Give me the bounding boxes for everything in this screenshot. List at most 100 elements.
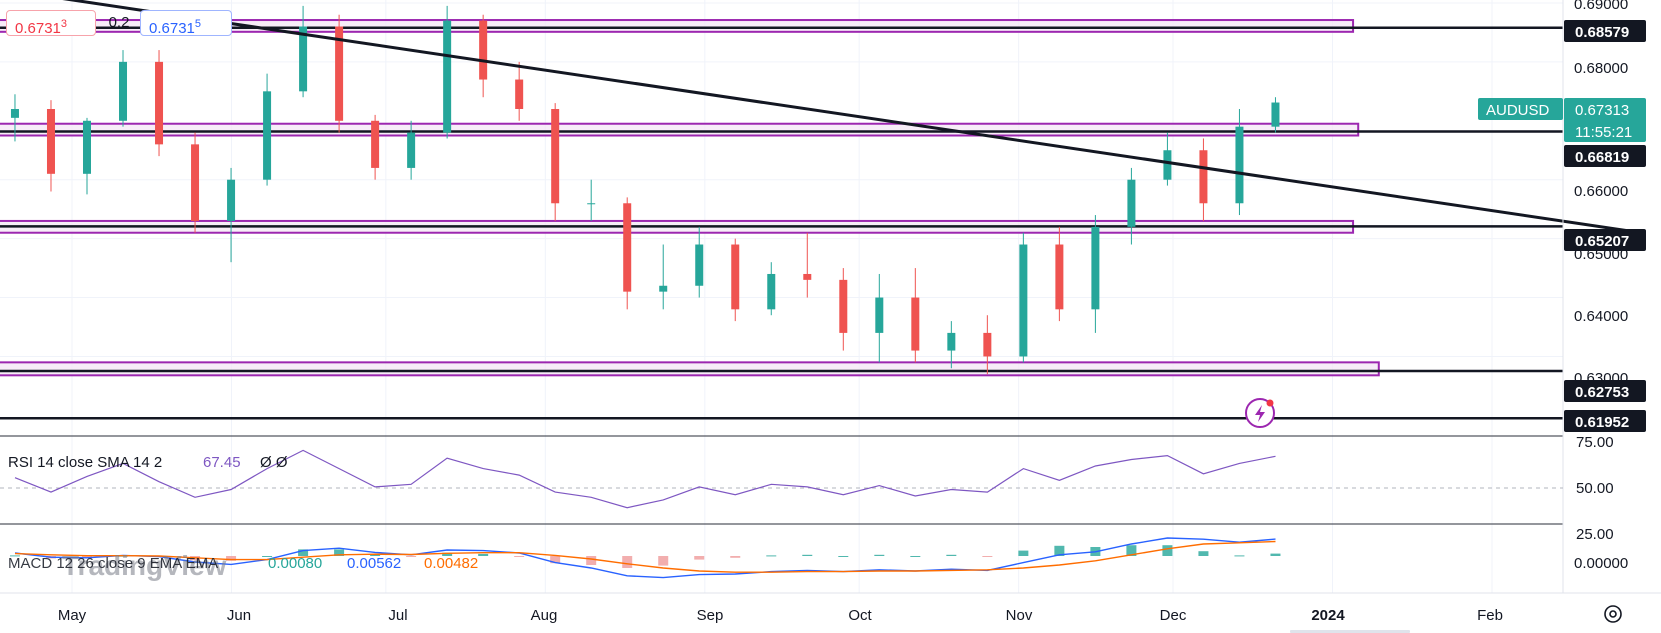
buy-price-text: 0.6731 (149, 20, 195, 37)
macd-signal-line (14, 540, 1276, 573)
level-label-62753[interactable]: 0.62753 (1564, 380, 1646, 402)
macd-legend[interactable]: MACD 12 26 close 9 EMA EMA 0.00080 0.005… (8, 555, 478, 572)
candle-body (83, 120, 91, 174)
macd-histogram-bar (910, 556, 921, 557)
settings-gear-icon[interactable] (1604, 605, 1622, 623)
symbol-last-price: 0.67313 (1575, 102, 1629, 119)
level-label-65207[interactable]: 0.65207 (1564, 229, 1646, 251)
candlestick-series (10, 5, 1280, 375)
candle-body (1019, 244, 1028, 357)
rsi-legend[interactable]: RSI 14 close SMA 14 2 67.45 Ø Ø (8, 454, 288, 471)
macd-histogram-bar (1270, 553, 1281, 556)
candle-body (1091, 226, 1100, 310)
time-axis[interactable]: May Jun Jul Aug Sep Oct Nov Dec 2024 Feb (58, 607, 1503, 624)
time-label-jul: Jul (388, 607, 407, 624)
buy-price-button[interactable]: 0.67315 (140, 10, 232, 37)
candle-body (911, 297, 920, 351)
level-label-text: 0.65207 (1575, 233, 1629, 250)
macd-histogram-bar (766, 555, 777, 557)
macd-histogram-bar (586, 556, 597, 565)
level-label-66819[interactable]: 0.66819 (1564, 145, 1646, 167)
macd-legend-title: MACD 12 26 close 9 EMA EMA (8, 555, 218, 572)
sell-price-text: 0.6731 (15, 20, 61, 37)
level-label-text: 0.68579 (1575, 24, 1629, 41)
level-label-61952[interactable]: 0.61952 (1564, 410, 1646, 432)
buy-price-pip: 5 (194, 18, 202, 30)
candle-body (731, 244, 740, 310)
price-tick-label: 0.69000 (1574, 0, 1628, 13)
macd-histogram-bar (9, 555, 20, 557)
candle-body (839, 279, 848, 333)
macd-histogram-bar (1234, 555, 1245, 557)
macd-histogram-bar (982, 556, 993, 557)
rsi-legend-value: 67.45 (203, 454, 241, 471)
sell-price-button[interactable]: 0.67313 (6, 10, 96, 37)
candle-body (1271, 102, 1280, 127)
candle-body (227, 179, 236, 221)
time-label-feb: Feb (1477, 607, 1503, 624)
candle-body (1199, 150, 1208, 204)
candle-body (479, 20, 488, 80)
rsi-tick-label: 25.00 (1576, 526, 1614, 543)
candle-body (947, 332, 956, 351)
candle-body (46, 109, 55, 174)
macd-legend-hist: 0.00080 (268, 555, 322, 572)
macd-histogram-bar (226, 556, 237, 561)
level-label-text: 0.66819 (1575, 149, 1629, 166)
grid-lines (0, 0, 1563, 593)
time-label-may: May (58, 607, 87, 624)
macd-histogram-bar (730, 556, 741, 558)
macd-tick-label: 0.00000 (1574, 555, 1628, 572)
candle-body (875, 297, 884, 333)
rsi-tick-label: 50.00 (1576, 480, 1614, 497)
spread-value: 0.2 (108, 14, 130, 31)
rsi-legend-extra: Ø Ø (260, 454, 288, 471)
candle-body (803, 273, 812, 280)
macd-histogram-bar (262, 556, 273, 557)
time-label-nov: Nov (1006, 607, 1033, 624)
macd-histogram-bar (82, 556, 92, 559)
time-scroll-handle[interactable] (1290, 630, 1410, 633)
candle-body (119, 61, 128, 121)
level-label-text: 0.62753 (1575, 384, 1629, 401)
candle-body (983, 332, 992, 357)
candle-body (1163, 150, 1172, 180)
rsi-legend-title: RSI 14 close SMA 14 2 (8, 454, 162, 471)
macd-histogram-bar (658, 556, 669, 566)
candle-body (1235, 126, 1244, 204)
time-label-oct: Oct (848, 607, 872, 624)
candle-body (263, 91, 272, 180)
candle-body (407, 132, 416, 168)
symbol-price-label[interactable]: AUDUSD 0.67313 11:55:21 (1478, 98, 1646, 142)
candle-body (659, 285, 668, 292)
macd-histogram-bar (370, 554, 381, 556)
macd-legend-macd: 0.00562 (347, 555, 401, 572)
candle-body (299, 26, 308, 92)
bar-countdown: 11:55:21 (1575, 124, 1632, 141)
price-tick-label: 0.66000 (1574, 183, 1628, 200)
level-label-68579[interactable]: 0.68579 (1564, 20, 1646, 42)
macd-histogram-bar (1054, 545, 1065, 556)
candle-body (695, 244, 704, 286)
price-zone (0, 19, 1355, 33)
candle-body (335, 26, 344, 121)
candle-body (155, 61, 164, 145)
price-zone (0, 361, 1380, 377)
macd-line (14, 537, 1276, 579)
time-label-dec: Dec (1160, 607, 1187, 624)
candle-body (551, 109, 560, 204)
macd-histogram-bar (298, 549, 309, 556)
macd-histogram-bar (442, 552, 453, 556)
rsi-tick-label: 75.00 (1576, 434, 1614, 451)
macd-histogram-bar (802, 554, 813, 556)
candle-body (191, 144, 200, 221)
price-axis[interactable]: 0.69000 0.68000 0.66000 0.65000 0.64000 … (1478, 0, 1646, 572)
candle-body (515, 79, 524, 109)
macd-histogram-bar (1162, 545, 1173, 556)
flash-news-icon[interactable] (1245, 398, 1275, 428)
macd-histogram-bar (550, 556, 561, 564)
candle-body (587, 203, 596, 205)
time-label-sep: Sep (697, 607, 724, 624)
candle-body (1055, 244, 1064, 310)
